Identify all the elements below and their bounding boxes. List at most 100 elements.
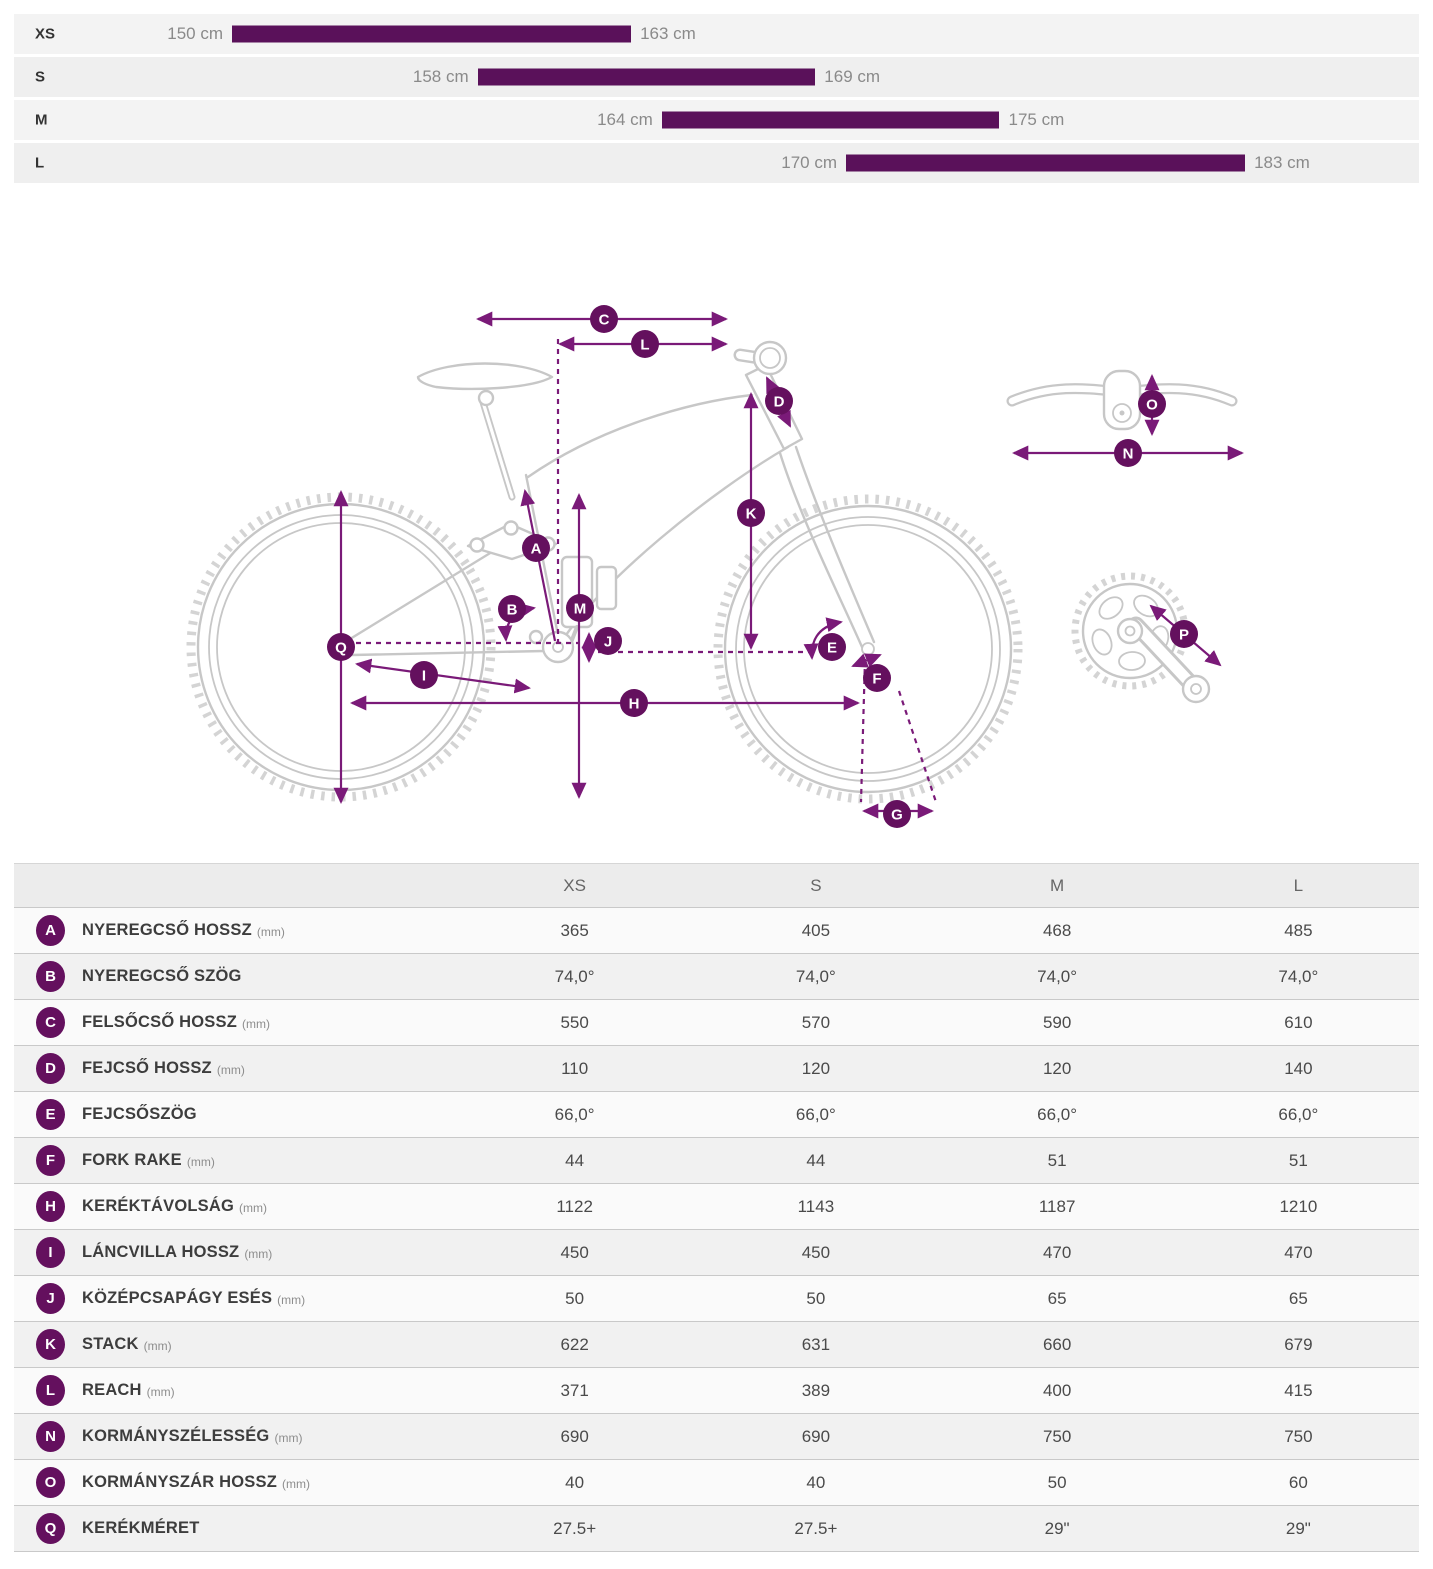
row-label: NYEREGCSŐ SZÖG	[82, 967, 242, 985]
max-height-label: 175 cm	[1008, 110, 1065, 129]
dim-label-b: B	[498, 595, 526, 623]
row-unit: (mm)	[241, 1016, 270, 1031]
value-l: 1210	[1279, 1196, 1318, 1216]
row-unit: (mm)	[186, 1154, 215, 1169]
geometry-row: Q KERÉKMÉRET 27.5+ 27.5+ 29" 29"	[14, 1505, 1419, 1551]
dim-label-a: A	[522, 534, 550, 562]
value-xs: 622	[560, 1334, 589, 1354]
geometry-row: D FEJCSŐ HOSSZ (mm) 110 120 120 140	[14, 1045, 1419, 1091]
dim-label-j: J	[594, 627, 622, 655]
size-label: L	[35, 154, 45, 172]
dim-label-i: I	[410, 661, 438, 689]
value-m: 65	[1047, 1288, 1067, 1308]
value-s: 570	[801, 1012, 831, 1032]
value-m: 660	[1042, 1334, 1072, 1354]
row-unit: (mm)	[274, 1430, 303, 1445]
value-m: 29"	[1044, 1518, 1070, 1538]
fork-leg	[778, 451, 864, 649]
geometry-row: F FORK RAKE (mm) 44 44 51 51	[14, 1137, 1419, 1183]
value-l: 485	[1284, 920, 1313, 940]
row-unit: (mm)	[244, 1246, 273, 1261]
row-unit: (mm)	[146, 1384, 175, 1399]
dim-arrow-f	[851, 653, 882, 668]
dim-label-n: N	[1114, 439, 1142, 467]
geometry-row: E FEJCSŐSZÖG 66,0° 66,0° 66,0° 66,0°	[14, 1091, 1419, 1137]
rider-height-chart: XS 150 cm 163 cm S 158 cm 169 cm M 164 c…	[14, 14, 1419, 183]
value-s: 631	[801, 1334, 831, 1354]
geometry-table: XS S M L A NYEREGCSŐ HOSSZ (mm) 365 405 …	[14, 863, 1419, 1552]
value-s: 66,0°	[795, 1104, 836, 1124]
value-xs: 690	[560, 1426, 589, 1446]
dim-arc-e	[803, 617, 843, 660]
value-s: 50	[806, 1288, 826, 1308]
max-height-label: 183 cm	[1254, 153, 1310, 172]
min-height-label: 158 cm	[412, 67, 469, 86]
svg-text:C: C	[599, 312, 610, 329]
value-xs: 66,0°	[554, 1104, 595, 1124]
svg-text:A: A	[531, 541, 542, 558]
value-s: 690	[801, 1426, 831, 1446]
down-tube	[560, 445, 790, 643]
dim-arrow-a	[520, 489, 557, 642]
svg-text:K: K	[746, 506, 757, 523]
value-l: 679	[1284, 1334, 1313, 1354]
row-label: FELSŐCSŐ HOSSZ	[82, 1013, 237, 1031]
row-label: KERÉKMÉRET	[82, 1519, 200, 1537]
size-range-row: M 164 cm 175 cm	[14, 100, 1419, 140]
row-label-cell: E FEJCSŐSZÖG	[14, 1099, 454, 1130]
value-m: 468	[1042, 920, 1072, 940]
size-label: S	[35, 68, 46, 86]
value-l: 470	[1284, 1242, 1313, 1262]
row-unit: (mm)	[216, 1062, 245, 1077]
row-label: KERÉKTÁVOLSÁG	[82, 1197, 235, 1215]
dim-label-h: H	[620, 689, 648, 717]
value-s: 74,0°	[795, 966, 836, 986]
row-letter-badge: B	[36, 961, 65, 992]
value-l: 74,0°	[1278, 966, 1319, 986]
row-unit: (mm)	[256, 924, 285, 939]
row-label: FEJCSŐ HOSSZ	[82, 1059, 212, 1077]
svg-text:I: I	[422, 668, 426, 685]
row-label-cell: J KÖZÉPCSAPÁGY ESÉS (mm)	[14, 1283, 454, 1314]
row-label: KÖZÉPCSAPÁGY ESÉS	[82, 1289, 273, 1307]
geometry-row: N KORMÁNYSZÉLESSÉG (mm) 690 690 750 750	[14, 1413, 1419, 1459]
saddle	[416, 362, 554, 391]
dim-label-c: C	[590, 305, 618, 333]
row-label: KORMÁNYSZÁR HOSSZ	[82, 1473, 277, 1491]
front-wheel	[713, 494, 1023, 804]
value-xs: 74,0°	[554, 966, 595, 986]
row-letter-badge: Q	[36, 1513, 65, 1544]
row-label-cell: H KERÉKTÁVOLSÁG (mm)	[14, 1191, 454, 1222]
frame	[348, 340, 876, 664]
row-label: NYEREGCSŐ HOSSZ	[82, 921, 252, 939]
row-letter-badge: C	[36, 1007, 65, 1038]
value-l: 610	[1284, 1012, 1313, 1032]
value-xs: 365	[560, 920, 589, 940]
value-m: 590	[1042, 1012, 1072, 1032]
geometry-row: A NYEREGCSŐ HOSSZ (mm) 365 405 468 485	[14, 907, 1419, 953]
value-m: 51	[1047, 1150, 1067, 1170]
bike-side-view	[186, 340, 1023, 804]
row-letter-badge: F	[36, 1145, 65, 1176]
value-s: 450	[801, 1242, 831, 1262]
geometry-row: K STACK (mm) 622 631 660 679	[14, 1321, 1419, 1367]
row-letter-badge: I	[36, 1237, 65, 1268]
value-m: 750	[1042, 1426, 1072, 1446]
value-m: 1187	[1038, 1196, 1076, 1216]
value-xs: 450	[560, 1242, 589, 1262]
value-s: 1143	[797, 1196, 835, 1216]
value-xs: 110	[561, 1058, 589, 1078]
row-label-cell: L REACH (mm)	[14, 1375, 454, 1406]
handlebar-clamp	[752, 340, 788, 376]
geometry-row: H KERÉKTÁVOLSÁG (mm) 1122 1143 1187 1210	[14, 1183, 1419, 1229]
min-height-label: 170 cm	[781, 153, 837, 172]
svg-text:O: O	[1146, 397, 1158, 414]
row-unit: (mm)	[239, 1200, 268, 1215]
size-label: XS	[35, 25, 56, 43]
row-letter-badge: A	[36, 915, 65, 946]
row-label-cell: K STACK (mm)	[14, 1329, 454, 1360]
value-l: 415	[1284, 1380, 1313, 1400]
svg-text:E: E	[827, 640, 837, 657]
dim-label-p: P	[1170, 620, 1198, 648]
value-m: 400	[1042, 1380, 1072, 1400]
